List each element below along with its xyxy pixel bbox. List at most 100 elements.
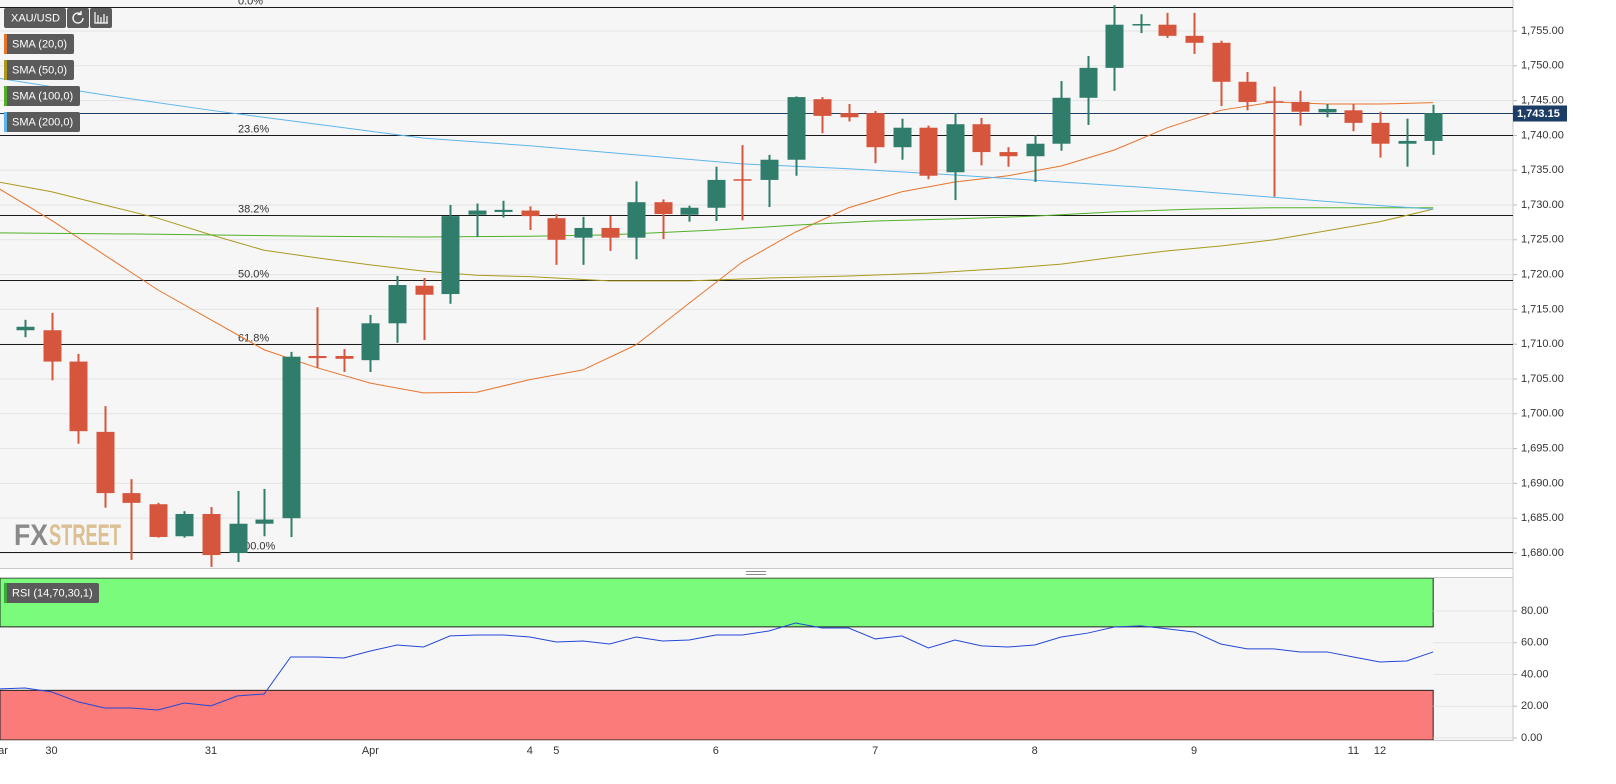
x-tick-label: 8 — [1032, 745, 1038, 757]
candle-body — [202, 513, 221, 556]
candle-body — [1052, 97, 1071, 144]
candle-body — [627, 202, 646, 238]
candle-body — [1158, 24, 1177, 36]
rsi-y-tick-label: 20.00 — [1521, 700, 1549, 712]
candle-body — [866, 113, 885, 148]
x-tick-label: 6 — [713, 745, 719, 757]
price-panel — [0, 0, 1513, 568]
y-tick-label: 1,700.00 — [1521, 408, 1564, 420]
rsi-legend-box[interactable] — [4, 583, 99, 603]
legend-label: SMA (100,0) — [12, 90, 73, 102]
candle-body — [1105, 24, 1124, 68]
candle-body — [813, 99, 832, 116]
candle-body — [840, 113, 859, 118]
y-tick-label: 1,720.00 — [1521, 268, 1564, 280]
candle-body — [1079, 67, 1098, 98]
rsi-line — [0, 622, 1434, 711]
oversold-zone — [0, 689, 1434, 740]
candle-body — [893, 127, 912, 148]
candle-body — [1291, 101, 1310, 112]
candle-body — [1371, 122, 1390, 144]
candle-body — [255, 519, 274, 524]
legend-label: SMA (20,0) — [12, 38, 67, 50]
y-tick-label: 1,695.00 — [1521, 442, 1564, 454]
indicators-icon — [94, 12, 108, 24]
x-tick-label: Apr — [362, 745, 379, 757]
candle-body — [122, 493, 141, 503]
legend-box[interactable] — [4, 112, 80, 132]
candle-body — [229, 523, 248, 553]
watermark-fx: FX — [14, 519, 48, 552]
legend-label: SMA (200,0) — [12, 116, 73, 128]
fib-label: 50.0% — [238, 268, 269, 280]
refresh-button[interactable] — [67, 8, 89, 28]
fib-label: 38.2% — [238, 203, 269, 215]
symbol-label: XAU/USD — [11, 12, 60, 24]
watermark: FX STREET — [14, 519, 121, 552]
candle-body — [787, 97, 806, 160]
candle-body — [547, 218, 566, 240]
x-tick-label: 31 — [205, 745, 217, 757]
legend-box[interactable] — [4, 60, 74, 80]
candle-body — [919, 127, 938, 176]
y-tick-label: 1,690.00 — [1521, 477, 1564, 489]
fib-label: 0.0% — [238, 0, 263, 7]
y-tick-label: 1,725.00 — [1521, 234, 1564, 246]
last-price-label: 1,743.15 — [1517, 108, 1560, 120]
candle-body — [733, 179, 752, 181]
price-plot: 0.0%23.6%38.2%50.0%61.8%100.0% — [0, 0, 1513, 567]
candle-body — [601, 227, 620, 238]
y-tick-label: 1,715.00 — [1521, 303, 1564, 315]
candle-body — [335, 356, 354, 359]
symbol-box[interactable] — [4, 8, 66, 28]
rsi-y-tick-label: 40.00 — [1521, 668, 1549, 680]
candle-body — [1212, 42, 1231, 82]
candle-body — [680, 207, 699, 215]
candle-body — [654, 202, 673, 215]
x-tick-label: 7 — [872, 745, 878, 757]
x-tick-label: 5 — [553, 745, 559, 757]
x-tick-label: 9 — [1191, 745, 1197, 757]
candle-body — [16, 326, 35, 331]
y-tick-label: 1,745.00 — [1521, 94, 1564, 106]
candle-body — [494, 209, 513, 212]
rsi-legend-label: RSI (14,70,30,1) — [12, 587, 93, 599]
x-tick-label: 12 — [1374, 745, 1386, 757]
last-price-tag — [1513, 105, 1567, 122]
refresh-icon — [72, 11, 84, 24]
rsi-legend-swatch — [4, 583, 7, 603]
sma-line — [0, 207, 1434, 238]
candle-body — [999, 152, 1018, 157]
candle-body — [1318, 108, 1337, 113]
x-tick-label: 30 — [45, 745, 57, 757]
candle-body — [1185, 35, 1204, 43]
y-tick-label: 1,710.00 — [1521, 338, 1564, 350]
legend-swatch — [4, 86, 7, 106]
candle-body — [1026, 143, 1045, 157]
legend-box[interactable] — [4, 86, 80, 106]
candle-body — [574, 227, 593, 238]
legend-box[interactable] — [4, 34, 74, 54]
y-tick-label: 1,740.00 — [1521, 129, 1564, 141]
candle-body — [972, 124, 991, 153]
candle-body — [521, 210, 540, 217]
candle-body — [69, 361, 88, 432]
y-tick-label: 1,680.00 — [1521, 547, 1564, 559]
candle-body — [175, 513, 194, 537]
candle-body — [388, 285, 407, 324]
panel-resize-handle[interactable] — [746, 571, 766, 575]
rsi-plot — [0, 578, 1513, 740]
y-tick-label: 1,685.00 — [1521, 512, 1564, 524]
x-tick-label: Mar — [0, 745, 8, 757]
legend: XAU/USD SMA (20,0) SMA (50,0) SMA (100,0) S… — [4, 8, 112, 603]
candle-body — [441, 216, 460, 295]
y-tick-label: 1,730.00 — [1521, 199, 1564, 211]
axes: 1,680.00 1,685.00 1,690.00 1,695.00 1,700.00… — [0, 25, 1567, 757]
legend-swatch — [4, 60, 7, 80]
y-tick-label: 1,755.00 — [1521, 25, 1564, 37]
candle-body — [43, 330, 62, 362]
candle-body — [468, 210, 487, 215]
candle-body — [1424, 113, 1443, 141]
candle-body — [149, 504, 168, 537]
